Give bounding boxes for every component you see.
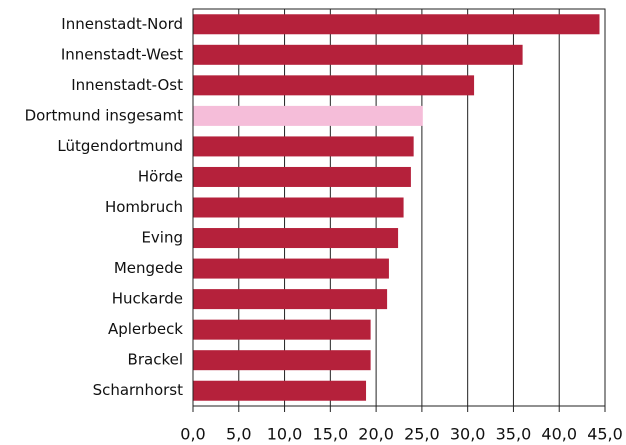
x-tick-label: 40,0 (541, 425, 577, 444)
bar (193, 166, 411, 187)
y-tick-label: Scharnhorst (93, 381, 184, 399)
x-tick-label: 25,0 (404, 425, 440, 444)
y-tick-label: Innenstadt-Ost (71, 76, 183, 94)
bar (193, 319, 371, 340)
bar (193, 197, 404, 218)
x-tick-label: 45,0 (587, 425, 623, 444)
y-tick-label: Dortmund insgesamt (25, 106, 184, 124)
y-tick-label: Hörde (138, 167, 183, 185)
y-tick-label: Lütgendortmund (57, 137, 183, 155)
x-tick-label: 30,0 (450, 425, 486, 444)
x-tick-label: 15,0 (313, 425, 349, 444)
bar (193, 258, 389, 279)
plot-frame (192, 8, 606, 407)
x-tick-label: 20,0 (358, 425, 394, 444)
x-tick-label: 10,0 (267, 425, 303, 444)
bar (193, 44, 523, 65)
y-tick-label: Mengede (114, 259, 183, 277)
bar (193, 289, 388, 310)
x-tick-label: 5,0 (226, 425, 251, 444)
bar (193, 136, 414, 157)
y-tick-label: Hombruch (105, 198, 183, 216)
bar (193, 105, 423, 126)
bar (193, 14, 600, 35)
y-tick-label: Brackel (128, 351, 183, 369)
x-tick-label: 35,0 (496, 425, 532, 444)
y-tick-label: Eving (141, 229, 183, 247)
bar (193, 350, 371, 371)
y-tick-label: Huckarde (112, 290, 183, 308)
bar (193, 380, 367, 401)
y-tick-label: Innenstadt-Nord (61, 15, 183, 33)
x-tick-label: 0,0 (180, 425, 205, 444)
y-tick-label: Innenstadt-West (61, 45, 183, 63)
bar (193, 75, 475, 96)
bar (193, 228, 399, 249)
y-tick-label: Aplerbeck (108, 320, 183, 338)
